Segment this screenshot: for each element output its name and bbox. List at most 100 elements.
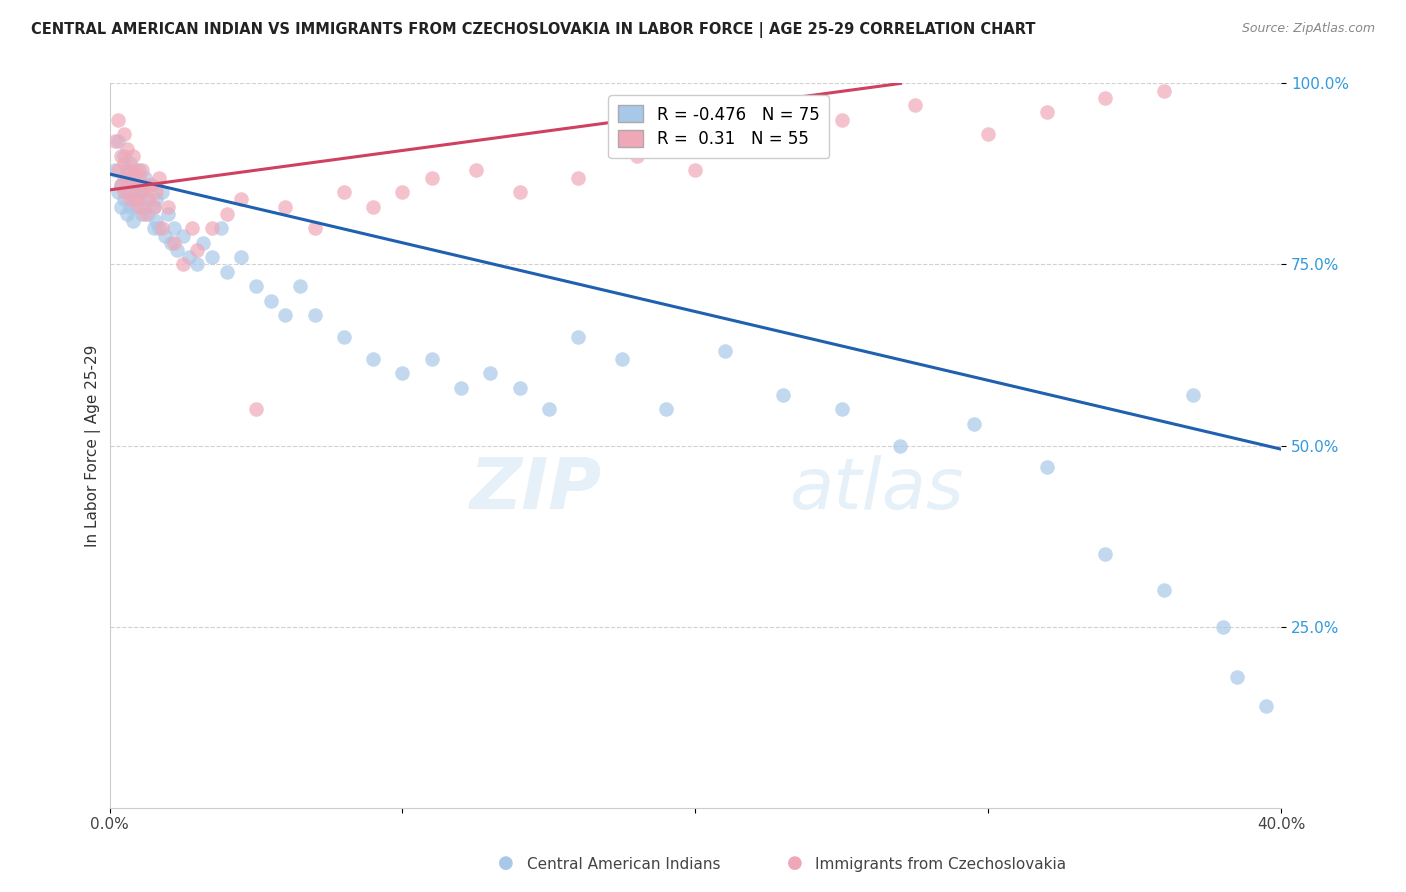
Point (122, 178, 145, 192)
Point (107, 134, 129, 148)
Point (567, 170, 589, 185)
Point (610, 351, 633, 366)
Point (110, 200, 132, 214)
Point (134, 200, 156, 214)
Point (128, 163, 150, 178)
Point (1153, 583, 1175, 598)
Point (626, 149, 648, 163)
Point (131, 207, 153, 221)
Point (136, 192, 159, 206)
Point (361, 351, 384, 366)
Point (107, 163, 129, 178)
Point (304, 308, 326, 322)
Point (112, 127, 135, 141)
Point (128, 170, 150, 185)
Point (112, 192, 135, 206)
Point (110, 178, 132, 192)
Point (260, 293, 283, 308)
Point (104, 163, 127, 178)
Point (215, 265, 238, 279)
Point (509, 381, 531, 395)
Point (125, 163, 148, 178)
Text: Source: ZipAtlas.com: Source: ZipAtlas.com (1241, 22, 1375, 36)
Point (150, 221, 173, 235)
Point (186, 258, 208, 272)
Point (1036, 460, 1059, 475)
Point (131, 163, 153, 178)
Point (333, 185, 356, 199)
Text: CENTRAL AMERICAN INDIAN VS IMMIGRANTS FROM CZECHOSLOVAKIA IN LABOR FORCE | AGE 2: CENTRAL AMERICAN INDIAN VS IMMIGRANTS FR… (31, 22, 1035, 38)
Point (1094, 547, 1116, 561)
Point (145, 192, 167, 206)
Point (122, 149, 145, 163)
Point (125, 200, 148, 214)
Point (136, 207, 159, 221)
Point (110, 149, 132, 163)
Point (139, 178, 162, 192)
Point (145, 214, 167, 228)
Point (157, 200, 180, 214)
Point (1182, 388, 1205, 402)
Point (201, 221, 224, 235)
Point (148, 170, 170, 185)
Point (134, 207, 156, 221)
Point (150, 185, 173, 199)
Point (104, 134, 127, 148)
Point (115, 207, 138, 221)
Point (122, 214, 145, 228)
Point (136, 192, 159, 206)
Point (1212, 619, 1234, 633)
Point (509, 185, 531, 199)
Point (231, 192, 253, 206)
Point (142, 221, 165, 235)
Point (172, 258, 194, 272)
Point (713, 344, 735, 359)
Point (245, 279, 267, 293)
Text: Central American Indians: Central American Indians (527, 857, 721, 872)
Point (122, 170, 145, 185)
Point (904, 98, 927, 112)
Point (772, 388, 794, 402)
Point (157, 207, 180, 221)
Point (145, 185, 167, 199)
Text: ●: ● (786, 855, 803, 872)
Point (231, 250, 253, 264)
Point (120, 185, 142, 199)
Point (155, 228, 177, 243)
Point (110, 178, 132, 192)
Point (215, 207, 238, 221)
Point (122, 192, 145, 206)
Point (567, 330, 589, 344)
Point (163, 221, 186, 235)
Point (209, 221, 232, 235)
Point (115, 163, 138, 178)
Point (120, 156, 142, 170)
Point (333, 330, 356, 344)
Point (163, 235, 186, 250)
Point (125, 178, 148, 192)
Point (831, 402, 853, 417)
Point (134, 170, 156, 185)
Point (361, 200, 384, 214)
Point (201, 250, 224, 264)
Point (288, 279, 311, 293)
Point (166, 243, 188, 257)
Point (479, 366, 502, 380)
Point (1256, 699, 1278, 714)
Point (464, 163, 486, 178)
Point (112, 149, 135, 163)
Point (142, 200, 165, 214)
Point (274, 308, 297, 322)
Y-axis label: In Labor Force | Age 25-29: In Labor Force | Age 25-29 (86, 344, 101, 547)
Point (115, 178, 138, 192)
Point (1036, 105, 1059, 120)
Point (742, 134, 765, 148)
Point (120, 192, 142, 206)
Text: ZIP: ZIP (470, 455, 602, 524)
Point (304, 221, 326, 235)
Point (450, 381, 472, 395)
Point (391, 185, 413, 199)
Point (391, 366, 413, 380)
Point (180, 221, 202, 235)
Text: Immigrants from Czechoslovakia: Immigrants from Czechoslovakia (815, 857, 1067, 872)
